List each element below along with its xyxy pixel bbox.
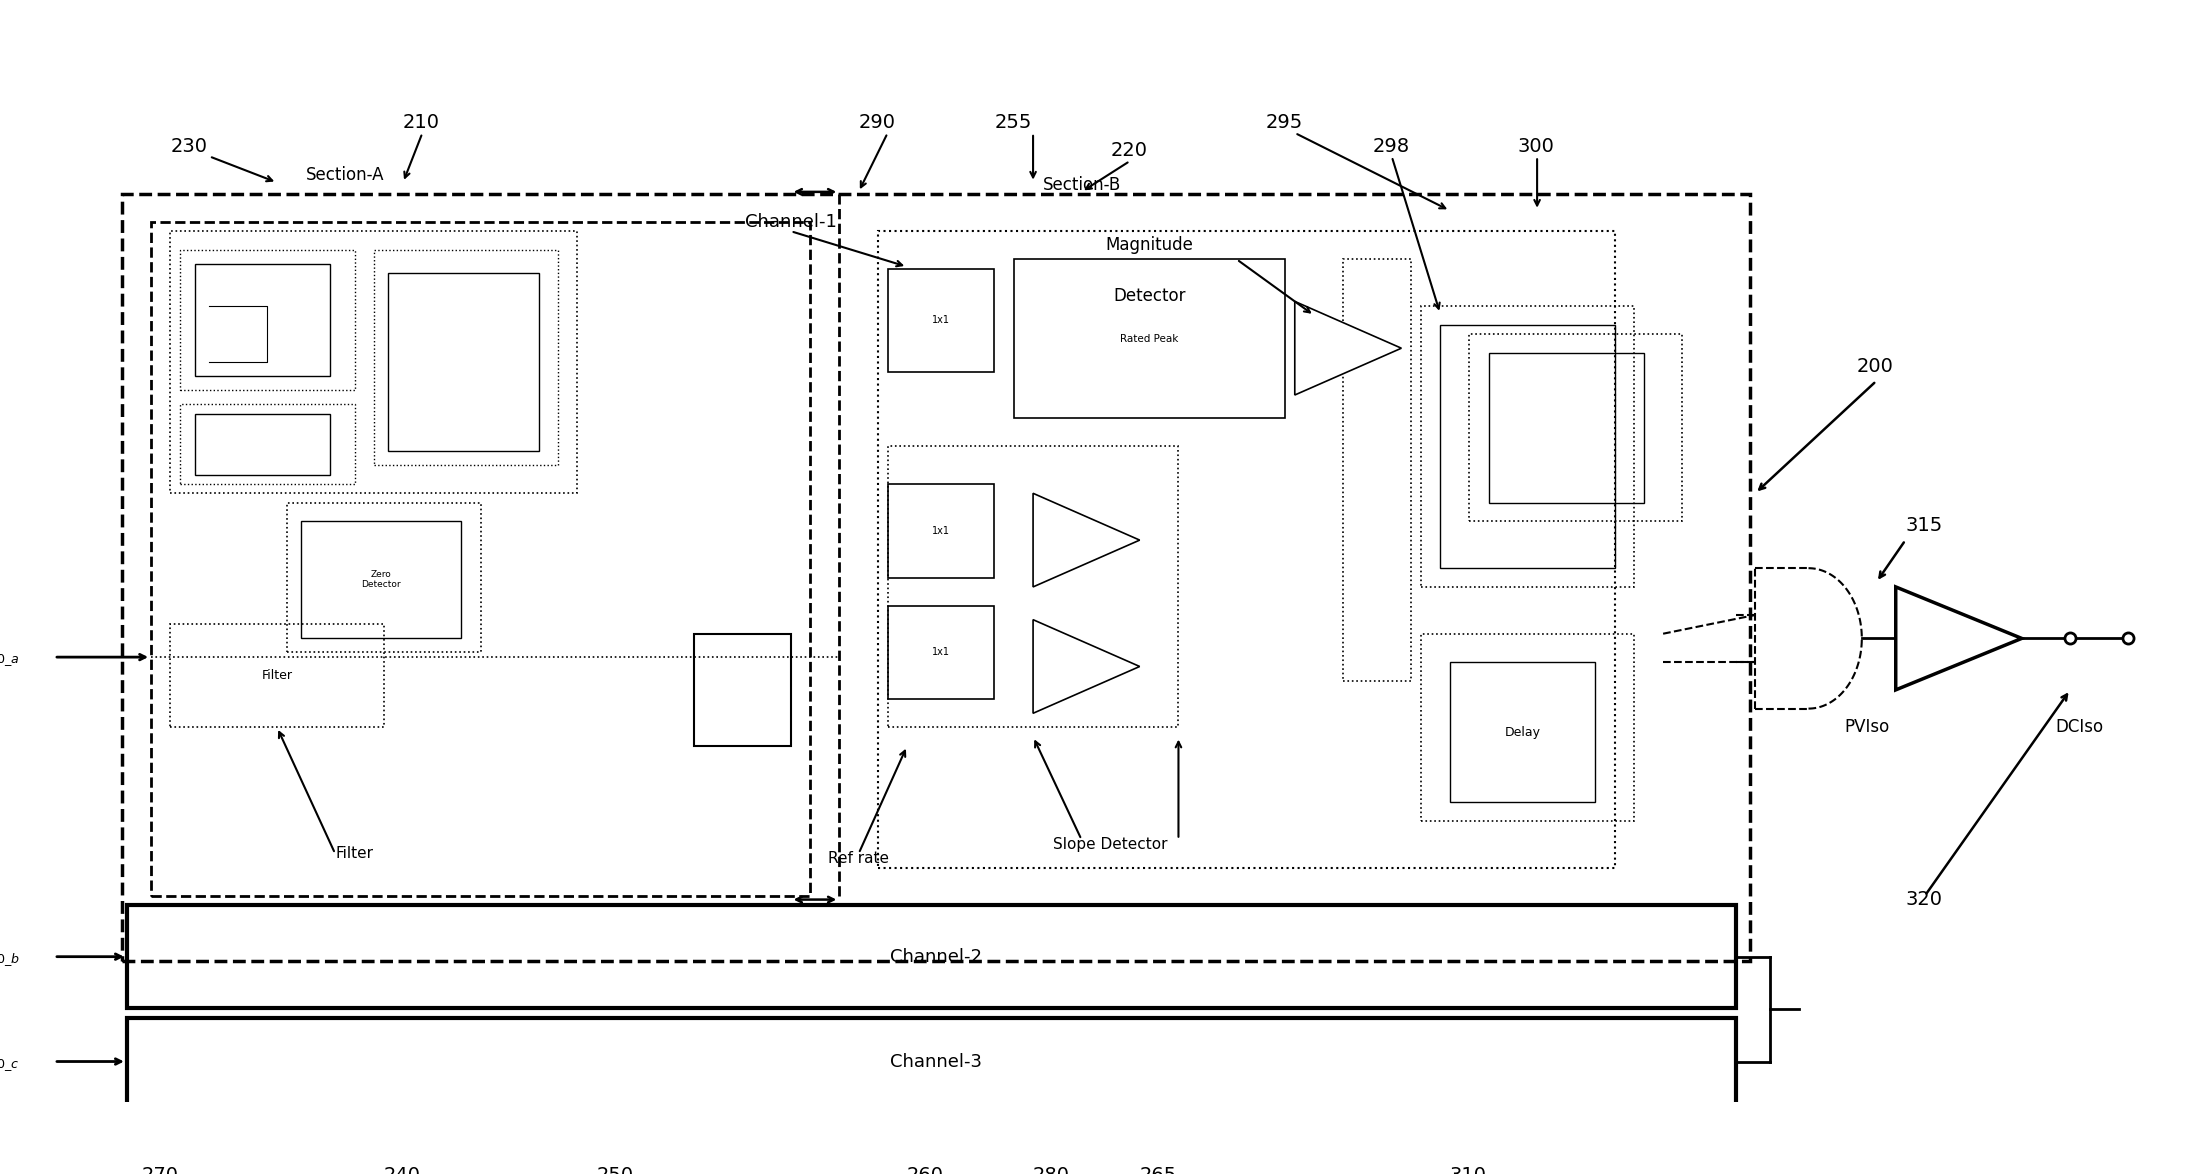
- Bar: [180, 404, 354, 484]
- Text: Detector: Detector: [1113, 288, 1185, 305]
- Text: 265: 265: [1139, 1166, 1176, 1174]
- Text: DCIso: DCIso: [2056, 718, 2104, 736]
- Bar: [1344, 259, 1412, 681]
- Bar: [196, 264, 330, 377]
- Text: 280: 280: [1034, 1166, 1071, 1174]
- Text: Delay: Delay: [1504, 726, 1541, 738]
- Text: 1x1: 1x1: [932, 526, 950, 535]
- Bar: [888, 446, 1179, 728]
- Text: $I_{0\_a}$: $I_{0\_a}$: [0, 646, 20, 668]
- Text: $I_{0\_b}$: $I_{0\_b}$: [0, 945, 20, 967]
- Text: 210: 210: [402, 113, 440, 133]
- Polygon shape: [1034, 620, 1139, 714]
- Text: 1x1: 1x1: [932, 315, 950, 325]
- Bar: [888, 484, 994, 578]
- Text: Rated Peak: Rated Peak: [1119, 333, 1179, 344]
- Text: 1x1: 1x1: [932, 647, 950, 657]
- Bar: [128, 905, 1735, 1008]
- Polygon shape: [1896, 587, 2021, 690]
- Bar: [888, 606, 994, 700]
- Bar: [1489, 353, 1643, 502]
- Text: 260: 260: [906, 1166, 943, 1174]
- Bar: [121, 194, 1750, 962]
- Bar: [1421, 306, 1634, 587]
- Bar: [169, 625, 383, 728]
- Text: Channel-2: Channel-2: [891, 947, 983, 966]
- Polygon shape: [1295, 302, 1401, 394]
- Bar: [1421, 634, 1634, 821]
- Text: 298: 298: [1372, 136, 1410, 156]
- Bar: [1469, 335, 1682, 521]
- Bar: [389, 274, 539, 451]
- Polygon shape: [1034, 493, 1139, 587]
- Bar: [1014, 259, 1284, 418]
- Bar: [695, 634, 792, 745]
- Text: Ref rate: Ref rate: [829, 851, 888, 866]
- Bar: [152, 222, 809, 896]
- Bar: [180, 250, 354, 390]
- Bar: [877, 231, 1614, 868]
- Text: Section-B: Section-B: [1042, 176, 1121, 194]
- Text: Channel-3: Channel-3: [891, 1053, 983, 1071]
- Bar: [286, 502, 482, 653]
- Text: 320: 320: [1907, 890, 1942, 909]
- Text: Magnitude: Magnitude: [1106, 236, 1194, 254]
- Text: Filter: Filter: [336, 846, 374, 862]
- Text: Slope Detector: Slope Detector: [1053, 837, 1168, 852]
- Bar: [1449, 662, 1594, 802]
- Text: Channel-1: Channel-1: [745, 214, 836, 231]
- Text: 295: 295: [1267, 113, 1304, 133]
- Text: 315: 315: [1907, 515, 1942, 534]
- Bar: [1440, 325, 1614, 568]
- Text: 240: 240: [383, 1166, 420, 1174]
- Text: 300: 300: [1517, 136, 1555, 156]
- Text: 200: 200: [1856, 357, 1893, 376]
- Text: Section-A: Section-A: [306, 167, 385, 184]
- Bar: [301, 521, 462, 639]
- Bar: [128, 1018, 1735, 1106]
- Text: 310: 310: [1449, 1166, 1487, 1174]
- Bar: [374, 250, 559, 465]
- Text: 230: 230: [169, 136, 207, 156]
- Text: 255: 255: [994, 113, 1031, 133]
- Text: PVIso: PVIso: [1845, 718, 1889, 736]
- Text: 290: 290: [858, 113, 895, 133]
- Bar: [888, 269, 994, 372]
- Bar: [169, 231, 578, 493]
- Text: Zero
Detector: Zero Detector: [361, 569, 400, 589]
- Bar: [196, 413, 330, 474]
- Text: 250: 250: [596, 1166, 633, 1174]
- Text: 220: 220: [1110, 141, 1148, 161]
- Text: $I_{0\_c}$: $I_{0\_c}$: [0, 1051, 20, 1073]
- Text: Filter: Filter: [262, 669, 292, 682]
- Text: 270: 270: [141, 1166, 178, 1174]
